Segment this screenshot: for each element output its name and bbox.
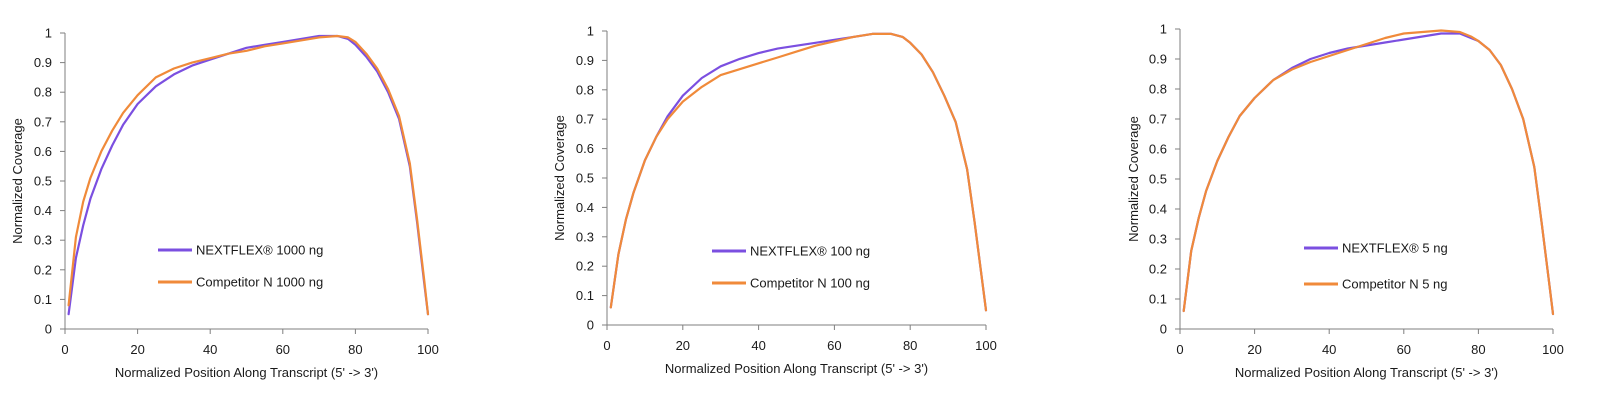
y-tick-label: 1 — [587, 24, 594, 39]
chart-svg: 0 0.1 0.2 0.3 0.4 0.5 0.6 0.7 0.8 0.9 1 0 20 40 60 80 10… — [552, 24, 997, 377]
y-tick-label: 0.3 — [34, 233, 52, 248]
y-tick-label: 1 — [45, 26, 52, 41]
y-tick-label: 0.5 — [576, 171, 594, 186]
x-tick-label: 20 — [676, 338, 690, 353]
x-axis-title: Normalized Position Along Transcript (5'… — [1235, 365, 1498, 380]
x-tick-label: 0 — [61, 342, 68, 357]
x-tick-label: 80 — [1471, 342, 1485, 357]
coverage-chart-5ng: 0 0.1 0.2 0.3 0.4 0.5 0.6 0.7 0.8 0.9 1 0 20 40 60 80 10… — [1110, 0, 1600, 416]
y-tick-label: 0 — [45, 322, 52, 337]
y-tick-label: 0.3 — [1149, 232, 1167, 247]
y-tick-label: 0.6 — [1149, 142, 1167, 157]
series-line-nextflex — [609, 32, 988, 312]
series-line-competitor — [67, 34, 430, 316]
x-tick-label: 60 — [276, 342, 290, 357]
y-tick-label: 0.9 — [34, 55, 52, 70]
y-tick-label: 0.2 — [1149, 262, 1167, 277]
y-tick-label: 0.4 — [34, 203, 52, 218]
x-axis-title: Normalized Position Along Transcript (5'… — [665, 361, 928, 376]
x-tick-label: 60 — [1397, 342, 1411, 357]
y-tick-label: 0.5 — [34, 174, 52, 189]
chart-svg: 0 0.1 0.2 0.3 0.4 0.5 0.6 0.7 0.8 0.9 1 0 20 40 60 80 10… — [1126, 22, 1564, 381]
legend-label: NEXTFLEX® 100 ng — [750, 244, 870, 259]
y-tick-label: 0.4 — [576, 200, 594, 215]
legend-label: NEXTFLEX® 1000 ng — [196, 243, 323, 258]
x-tick-label: 100 — [975, 338, 997, 353]
y-axis-title: Normalized Coverage — [10, 118, 25, 244]
y-tick-label: 0.2 — [576, 259, 594, 274]
y-tick-label: 0.8 — [34, 85, 52, 100]
x-tick-label: 40 — [203, 342, 217, 357]
series-line-nextflex — [67, 34, 430, 316]
legend-label: Competitor N 5 ng — [1342, 277, 1448, 292]
y-tick-label: 0.7 — [576, 112, 594, 127]
y-tick-label: 0.6 — [34, 144, 52, 159]
y-tick-label: 0.3 — [576, 229, 594, 244]
x-tick-label: 40 — [1322, 342, 1336, 357]
y-tick-label: 0.8 — [1149, 82, 1167, 97]
legend-label: Competitor N 1000 ng — [196, 275, 323, 290]
x-tick-label: 40 — [751, 338, 765, 353]
y-tick-label: 0.2 — [34, 262, 52, 277]
y-tick-label: 0.6 — [576, 141, 594, 156]
series-line-nextflex — [1182, 32, 1555, 316]
y-tick-label: 0.7 — [1149, 112, 1167, 127]
x-tick-label: 80 — [903, 338, 917, 353]
y-tick-label: 0.5 — [1149, 172, 1167, 187]
x-tick-label: 20 — [130, 342, 144, 357]
x-tick-label: 0 — [1176, 342, 1183, 357]
y-axis-title: Normalized Coverage — [1126, 116, 1141, 242]
y-tick-label: 0 — [1160, 322, 1167, 337]
y-tick-label: 0.1 — [576, 288, 594, 303]
x-tick-label: 100 — [1542, 342, 1564, 357]
coverage-chart-1000ng: 0 0.1 0.2 0.3 0.4 0.5 0.6 0.7 0.8 0.9 1 0 20 40 60 80 10… — [0, 0, 540, 416]
y-tick-label: 0.4 — [1149, 202, 1167, 217]
legend-label: Competitor N 100 ng — [750, 276, 870, 291]
chart-svg: 0 0.1 0.2 0.3 0.4 0.5 0.6 0.7 0.8 0.9 1 0 20 40 60 80 10… — [10, 26, 439, 381]
x-tick-label: 80 — [348, 342, 362, 357]
y-tick-label: 0.1 — [34, 292, 52, 307]
y-tick-label: 0.7 — [34, 114, 52, 129]
x-tick-label: 60 — [827, 338, 841, 353]
y-tick-label: 0.1 — [1149, 292, 1167, 307]
series-line-competitor — [1182, 29, 1555, 316]
y-axis-title: Normalized Coverage — [552, 115, 567, 241]
legend-label: NEXTFLEX® 5 ng — [1342, 241, 1448, 256]
coverage-chart-100ng: 0 0.1 0.2 0.3 0.4 0.5 0.6 0.7 0.8 0.9 1 0 20 40 60 80 10… — [540, 0, 1060, 416]
x-axis-title: Normalized Position Along Transcript (5'… — [115, 365, 378, 380]
y-tick-label: 0 — [587, 318, 594, 333]
x-tick-label: 100 — [417, 342, 439, 357]
y-tick-label: 0.9 — [1149, 52, 1167, 67]
y-tick-label: 0.8 — [576, 82, 594, 97]
series-line-competitor — [609, 32, 988, 312]
y-tick-label: 0.9 — [576, 53, 594, 68]
x-tick-label: 20 — [1247, 342, 1261, 357]
x-tick-label: 0 — [603, 338, 610, 353]
y-tick-label: 1 — [1160, 22, 1167, 37]
